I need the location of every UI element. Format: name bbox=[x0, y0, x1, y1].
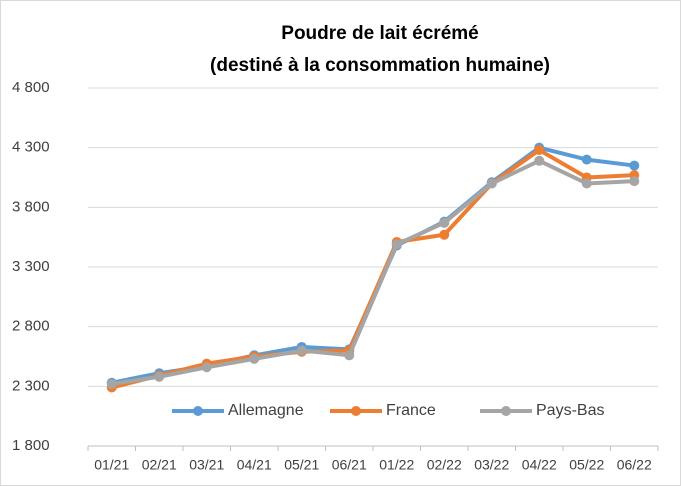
point bbox=[486, 178, 497, 189]
x-tick-label: 01/22 bbox=[379, 457, 414, 473]
point bbox=[439, 229, 450, 240]
y-tick-label: 2 800 bbox=[12, 318, 50, 335]
x-tick-label: 06/22 bbox=[617, 457, 652, 473]
point bbox=[534, 145, 545, 156]
point bbox=[629, 160, 640, 171]
y-tick-label: 4 800 bbox=[12, 79, 50, 96]
y-tick-label: 4 300 bbox=[12, 139, 50, 156]
x-tick-label: 04/21 bbox=[237, 457, 272, 473]
x-tick-label: 05/22 bbox=[569, 457, 604, 473]
legend-background bbox=[165, 398, 645, 424]
x-tick-label: 02/22 bbox=[427, 457, 462, 473]
point bbox=[296, 345, 307, 356]
point bbox=[391, 239, 402, 250]
y-tick-label: 3 300 bbox=[12, 258, 50, 275]
point bbox=[201, 362, 212, 373]
y-tick-label: 2 300 bbox=[12, 377, 50, 394]
point bbox=[581, 154, 592, 165]
chart-subtitle: (destiné à la consommation humaine) bbox=[210, 55, 550, 76]
point bbox=[106, 378, 117, 389]
legend-label: Allemagne bbox=[228, 402, 304, 419]
point bbox=[344, 350, 355, 361]
x-tick-label: 03/22 bbox=[474, 457, 509, 473]
point bbox=[581, 178, 592, 189]
legend-label: France bbox=[386, 402, 436, 419]
x-tick-label: 05/21 bbox=[284, 457, 319, 473]
legend-marker bbox=[501, 406, 511, 416]
y-tick-label: 1 800 bbox=[12, 437, 50, 454]
point bbox=[534, 155, 545, 166]
point bbox=[249, 353, 260, 364]
y-tick-label: 3 800 bbox=[12, 198, 50, 215]
legend-marker bbox=[351, 406, 361, 416]
x-tick-label: 01/21 bbox=[94, 457, 129, 473]
point bbox=[154, 371, 165, 382]
x-tick-label: 04/22 bbox=[522, 457, 557, 473]
x-tick-label: 06/21 bbox=[332, 457, 367, 473]
point bbox=[439, 217, 450, 228]
x-tick-label: 02/21 bbox=[142, 457, 177, 473]
series-line bbox=[111, 158, 635, 386]
legend-marker bbox=[193, 406, 203, 416]
legend-label: Pays-Bas bbox=[536, 402, 604, 419]
point bbox=[629, 176, 640, 187]
chart-title: Poudre de lait écrémé bbox=[281, 23, 478, 44]
x-tick-label: 03/21 bbox=[189, 457, 224, 473]
